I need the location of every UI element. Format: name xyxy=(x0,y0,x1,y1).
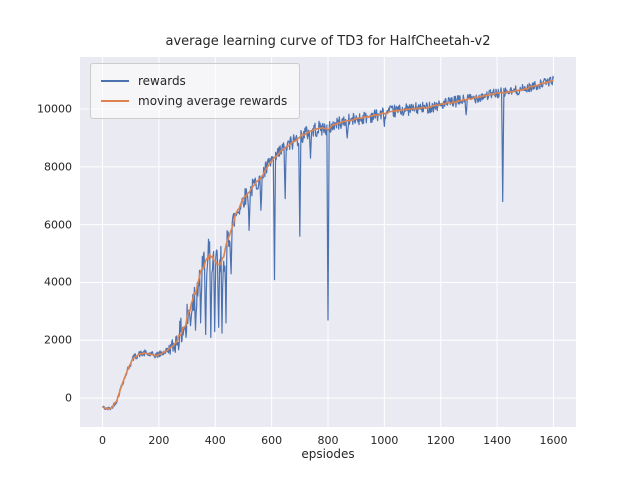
x-tick-label: 1000 xyxy=(370,434,399,447)
x-tick-label: 800 xyxy=(317,434,339,447)
chart-title: average learning curve of TD3 for HalfCh… xyxy=(165,34,491,49)
x-tick-label: 400 xyxy=(204,434,226,447)
x-tick-label: 0 xyxy=(99,434,107,447)
x-tick-label: 600 xyxy=(261,434,283,447)
x-tick-label: 200 xyxy=(148,434,170,447)
y-tick-label: 8000 xyxy=(44,160,72,174)
legend-label: rewards xyxy=(138,74,186,88)
series-rewards xyxy=(102,75,555,411)
legend-item-moving-average: moving average rewards xyxy=(101,91,287,111)
legend: rewards moving average rewards xyxy=(90,63,301,119)
x-tick-label: 1200 xyxy=(426,434,455,447)
x-axis-label: epsiodes xyxy=(301,447,355,461)
x-tick-label: 1600 xyxy=(539,434,568,447)
y-tick-label: 10000 xyxy=(37,102,72,116)
y-tick-label: 6000 xyxy=(44,218,72,232)
rewards-line-swatch xyxy=(101,80,129,82)
moving-average-line-swatch xyxy=(101,100,129,102)
legend-item-rewards: rewards xyxy=(101,71,287,91)
y-tick-label: 0 xyxy=(65,391,72,405)
legend-label: moving average rewards xyxy=(138,94,288,108)
y-tick-label: 2000 xyxy=(44,333,72,347)
series-moving-average xyxy=(102,79,554,410)
y-tick-label: 4000 xyxy=(44,275,72,289)
x-tick-label: 1400 xyxy=(483,434,512,447)
